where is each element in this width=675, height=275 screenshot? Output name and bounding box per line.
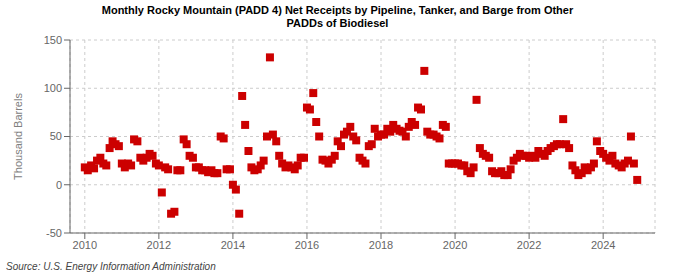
svg-text:2010: 2010 <box>73 239 97 251</box>
svg-text:2020: 2020 <box>443 239 467 251</box>
svg-text:150: 150 <box>44 34 62 46</box>
html-text:PADDs of Biodiesel: PADDs of Biodiesel <box>286 17 389 29</box>
svg-text:2022: 2022 <box>517 239 541 251</box>
svg-text:Thousand Barrels: Thousand Barrels <box>12 93 24 180</box>
svg-text:2014: 2014 <box>221 239 245 251</box>
html-text:Source: U.S. Energy Informatio: Source: U.S. Energy Information Administ… <box>6 261 216 272</box>
svg-text:2018: 2018 <box>369 239 393 251</box>
svg-text:2012: 2012 <box>147 239 171 251</box>
html-text:Monthly Rocky Mountain (PADD 4: Monthly Rocky Mountain (PADD 4) Net Rece… <box>101 4 574 16</box>
svg-text:-50: -50 <box>46 227 62 239</box>
svg-text:2024: 2024 <box>591 239 615 251</box>
svg-text:50: 50 <box>50 130 62 142</box>
svg-text:2016: 2016 <box>295 239 319 251</box>
svg-text:0: 0 <box>56 179 62 191</box>
svg-text:100: 100 <box>44 82 62 94</box>
